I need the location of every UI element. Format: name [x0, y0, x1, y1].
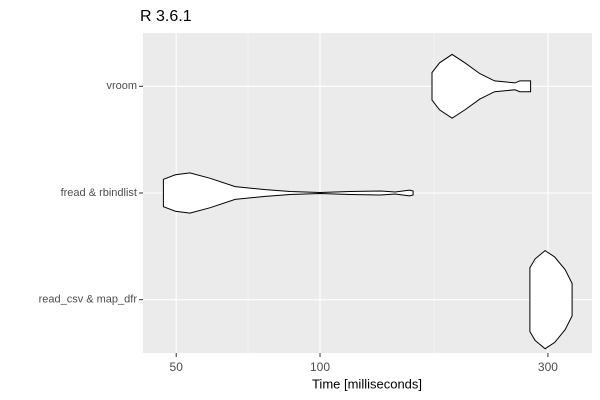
violin — [431, 53, 532, 119]
x-tick-label: 50 — [170, 360, 184, 374]
x-tick-label: 300 — [538, 360, 558, 374]
y-tick-label: fread & rbindlist — [61, 187, 137, 199]
x-axis-title: Time [milliseconds] — [312, 376, 422, 391]
violin — [162, 172, 414, 214]
y-tick-label: vroom — [106, 80, 137, 92]
violin — [529, 249, 573, 350]
y-tick-label: read_csv & map_dfr — [39, 294, 138, 306]
x-tick-label: 100 — [310, 360, 330, 374]
chart-title: R 3.6.1 — [140, 8, 192, 25]
